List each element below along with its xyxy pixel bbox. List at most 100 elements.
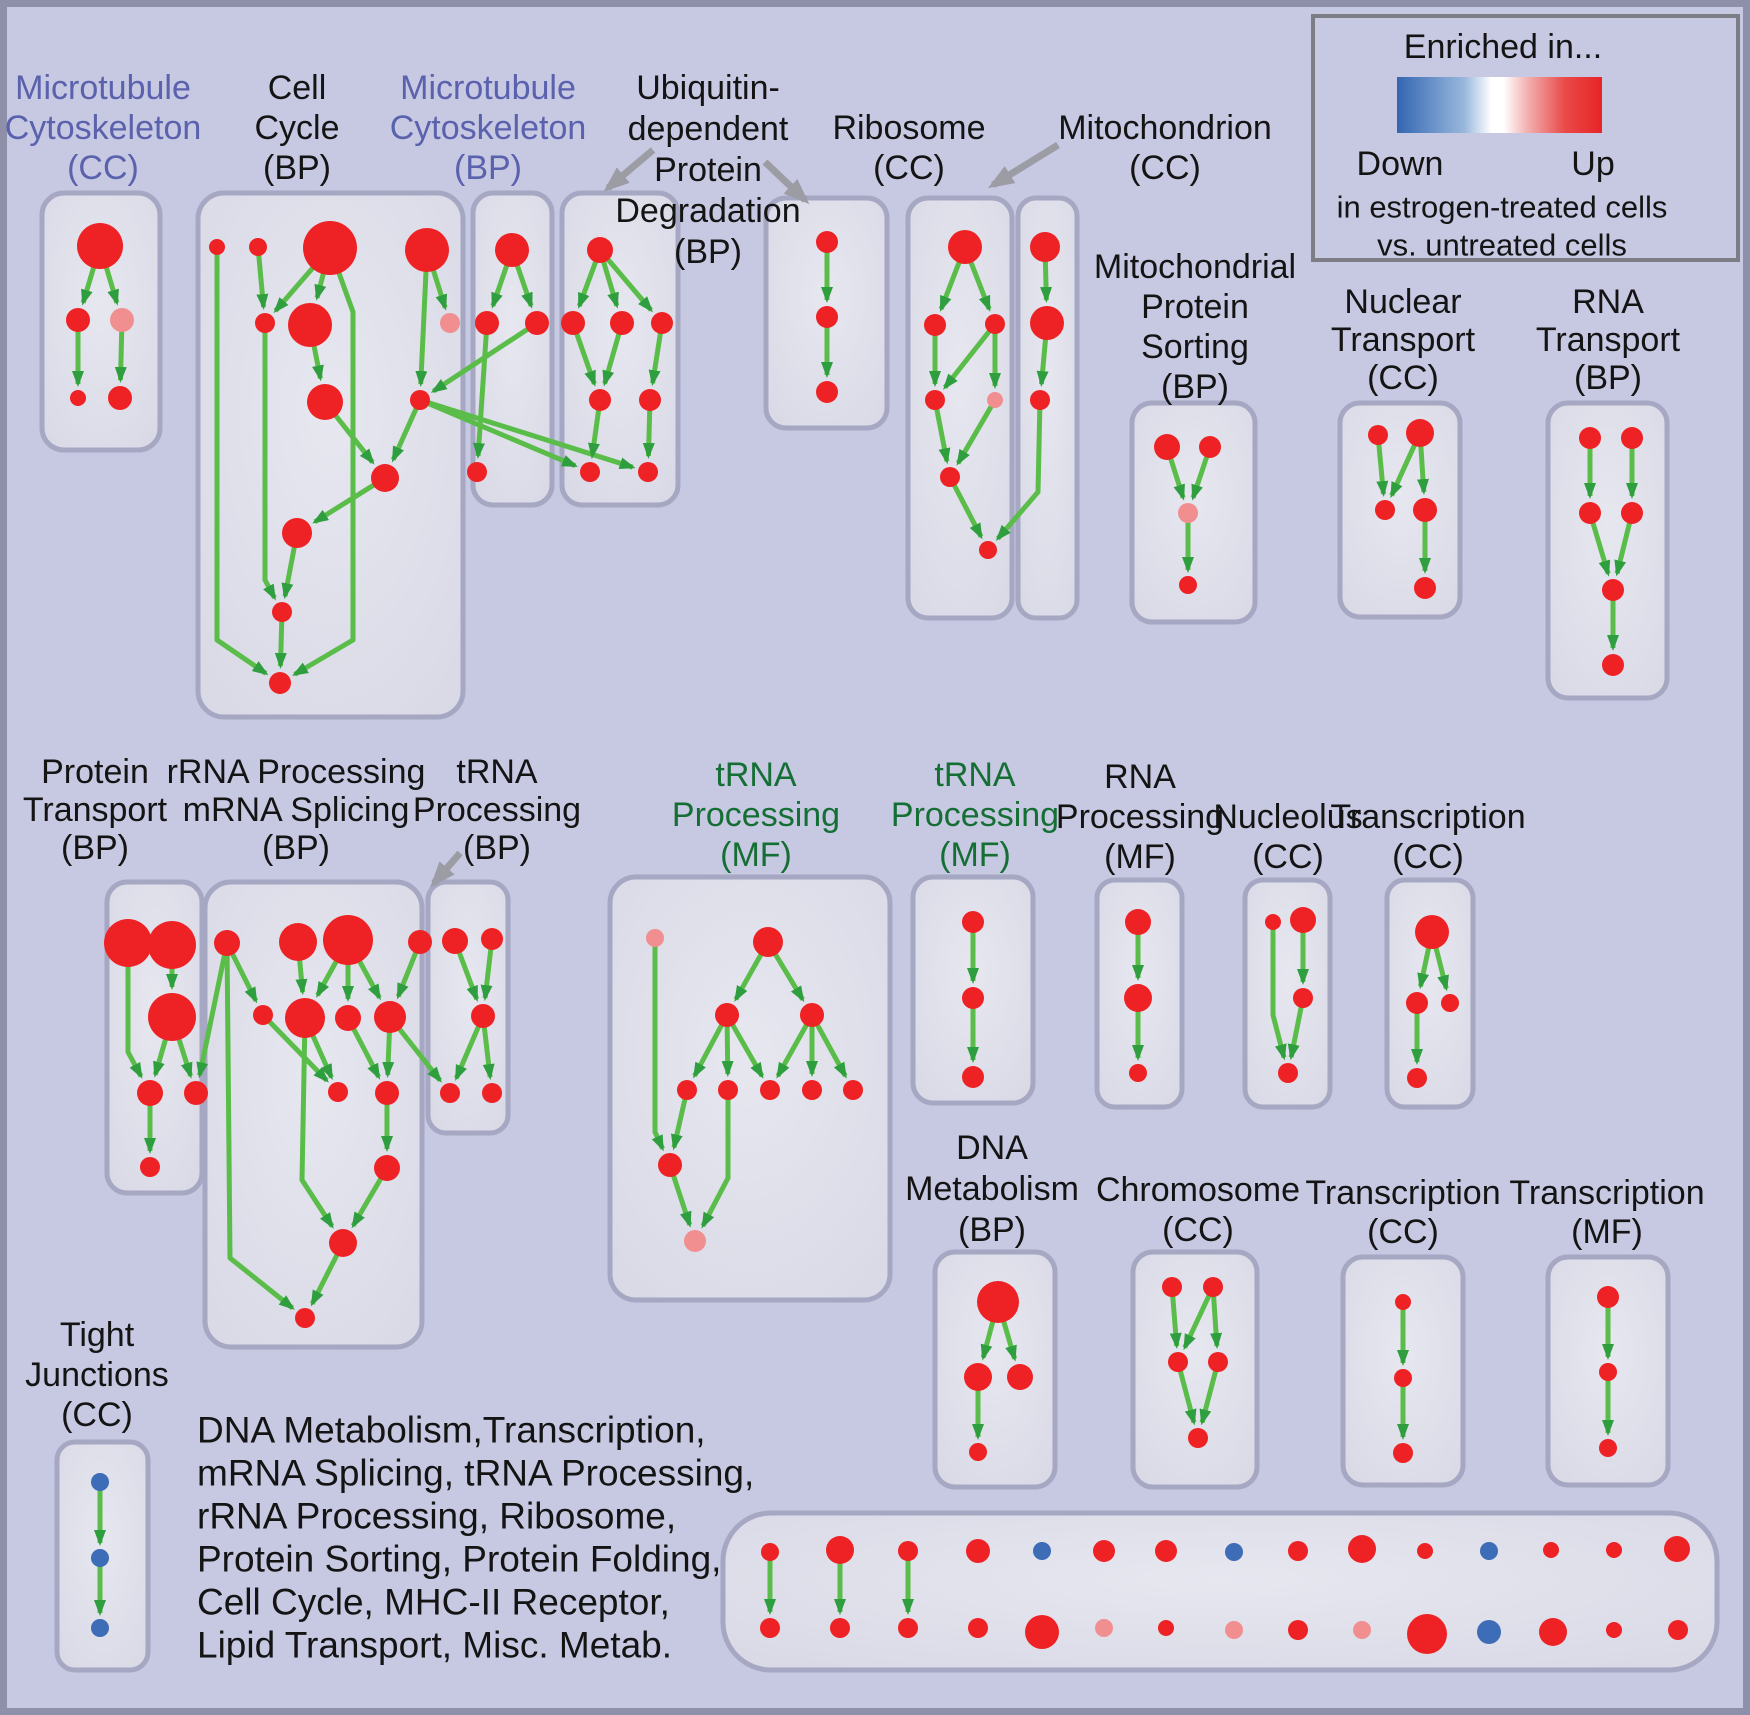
cluster-label-line: Transcription bbox=[1509, 1174, 1704, 1212]
cluster-label-line: dependent bbox=[628, 110, 789, 148]
go-term-node-red-d5 bbox=[589, 389, 611, 411]
go-term-node-red-b4 bbox=[405, 228, 449, 272]
go-term-node-red-g3 bbox=[1030, 390, 1050, 410]
cluster-label-ribosome-cc: Ribosome(CC) bbox=[832, 109, 985, 187]
note-line: rRNA Processing, Ribosome, bbox=[197, 1496, 676, 1537]
go-term-node-red-x14b bbox=[1606, 1622, 1622, 1638]
cluster-label-line: Transport bbox=[23, 791, 168, 829]
go-term-node-red-b8 bbox=[307, 384, 343, 420]
go-term-node-red-g2 bbox=[1030, 306, 1064, 340]
go-term-node-pink-n11 bbox=[684, 1230, 706, 1252]
legend-sub2-label: vs. untreated cells bbox=[1377, 228, 1627, 263]
go-term-node-red-n5 bbox=[677, 1080, 697, 1100]
go-term-node-red-j5 bbox=[1602, 579, 1624, 601]
cluster-label-line: (CC) bbox=[1252, 838, 1324, 876]
go-term-node-red-t2 bbox=[1203, 1277, 1223, 1297]
go-term-node-red-n6 bbox=[718, 1080, 738, 1100]
note-line: Lipid Transport, Misc. Metab. bbox=[197, 1625, 672, 1666]
legend-up-label: Up bbox=[1571, 145, 1614, 183]
go-term-node-red-r4 bbox=[1407, 1068, 1427, 1088]
cluster-label-line: (MF) bbox=[1104, 838, 1176, 876]
go-term-node-red-k5 bbox=[184, 1081, 208, 1105]
go-term-node-red-x9t bbox=[1288, 1541, 1308, 1561]
legend-sub1-label: in estrogen-treated cells bbox=[1337, 190, 1668, 225]
note-line: Cell Cycle, MHC-II Receptor, bbox=[197, 1582, 670, 1623]
cluster-label-line: Nucleolus bbox=[1213, 798, 1362, 836]
cluster-label-nucleolus-cc: Nucleolus(CC) bbox=[1213, 798, 1362, 876]
cluster-label-line: rRNA Processing bbox=[167, 753, 426, 791]
go-term-node-red-j4 bbox=[1621, 502, 1643, 524]
go-term-node-red-x2b bbox=[830, 1618, 850, 1638]
go-term-node-red-m3 bbox=[471, 1004, 495, 1028]
go-term-node-red-l7 bbox=[335, 1005, 361, 1031]
cluster-label-line: (BP) bbox=[454, 149, 522, 187]
go-term-node-red-f3 bbox=[985, 314, 1005, 334]
cluster-label-line: Processing bbox=[672, 796, 840, 834]
go-term-node-red-j6 bbox=[1602, 654, 1624, 676]
go-term-node-red-g1 bbox=[1030, 232, 1060, 262]
cluster-box-mixed bbox=[720, 1510, 1720, 1673]
go-term-node-red-d6 bbox=[639, 389, 661, 411]
go-term-node-red-j1 bbox=[1579, 427, 1601, 449]
go-term-node-red-x13t bbox=[1543, 1542, 1559, 1558]
cluster-label-line: Metabolism bbox=[905, 1170, 1079, 1208]
go-term-node-red-f2 bbox=[924, 314, 946, 336]
go-term-node-red-p1 bbox=[1125, 909, 1151, 935]
edge-t2-t3 bbox=[1182, 1285, 1216, 1351]
label-pointer-arrow-3 bbox=[987, 142, 1060, 189]
edge-c2-c4 bbox=[472, 322, 490, 460]
edge-l6-l12 bbox=[299, 1017, 335, 1229]
go-term-node-red-b3 bbox=[303, 221, 357, 275]
go-term-node-pink-x8b bbox=[1225, 1621, 1243, 1639]
cluster-label-line: DNA bbox=[956, 1129, 1028, 1167]
go-term-node-red-a5 bbox=[108, 386, 132, 410]
go-term-node-red-v2 bbox=[1599, 1363, 1617, 1381]
note-line: Protein Sorting, Protein Folding, bbox=[197, 1539, 721, 1580]
go-term-node-red-h2 bbox=[1199, 436, 1221, 458]
go-term-node-red-c4 bbox=[467, 462, 487, 482]
go-term-node-red-a2 bbox=[66, 308, 90, 332]
cluster-label-line: (MF) bbox=[720, 836, 792, 874]
go-term-node-red-k2 bbox=[148, 921, 196, 969]
go-term-node-blue-w2 bbox=[91, 1549, 109, 1567]
edge-n6-n11 bbox=[700, 1090, 731, 1229]
go-term-node-red-l1 bbox=[214, 930, 240, 956]
go-term-node-red-l11 bbox=[374, 1155, 400, 1181]
cluster-label-line: (CC) bbox=[1129, 149, 1201, 187]
go-term-node-red-x7t bbox=[1155, 1540, 1177, 1562]
cluster-label-line: (BP) bbox=[958, 1211, 1026, 1249]
go-term-node-red-r2 bbox=[1406, 992, 1428, 1014]
cluster-label-line: Nuclear bbox=[1344, 283, 1461, 321]
cluster-box-ubq-1 bbox=[559, 190, 681, 508]
cluster-label-transcription-cc-bot: Transcription(CC) bbox=[1305, 1174, 1500, 1251]
go-term-node-red-o2 bbox=[962, 987, 984, 1009]
cluster-box-mt-bp bbox=[470, 190, 555, 508]
cluster-label-line: Chromosome bbox=[1096, 1171, 1300, 1209]
go-term-node-red-x15t bbox=[1664, 1536, 1690, 1562]
edge-b2-b5 bbox=[255, 246, 269, 311]
go-term-node-red-n2 bbox=[753, 927, 783, 957]
go-term-node-red-k4 bbox=[137, 1080, 163, 1106]
go-term-node-red-p3 bbox=[1129, 1064, 1147, 1082]
edge-l5-l9 bbox=[261, 1013, 329, 1083]
go-term-node-red-h4 bbox=[1179, 576, 1197, 594]
cluster-box-chromosome bbox=[1130, 1249, 1260, 1490]
go-term-node-red-q3 bbox=[1293, 988, 1313, 1008]
go-term-node-red-o1 bbox=[962, 911, 984, 933]
go-term-node-red-d8 bbox=[638, 462, 658, 482]
go-term-node-red-x9b bbox=[1288, 1620, 1308, 1640]
cluster-label-line: (MF) bbox=[1571, 1213, 1643, 1251]
go-term-node-red-l8 bbox=[374, 1001, 406, 1033]
go-term-node-red-i5 bbox=[1414, 577, 1436, 599]
legend-title: Enriched in... bbox=[1404, 28, 1602, 66]
edge-t4-t5 bbox=[1199, 1361, 1221, 1426]
cluster-label-line: Degradation bbox=[615, 192, 800, 230]
go-term-node-red-x3t bbox=[898, 1541, 918, 1561]
go-term-node-red-f1 bbox=[948, 230, 982, 264]
cluster-label-line: (BP) bbox=[463, 829, 531, 867]
cluster-label-line: Transcription bbox=[1305, 1174, 1500, 1212]
